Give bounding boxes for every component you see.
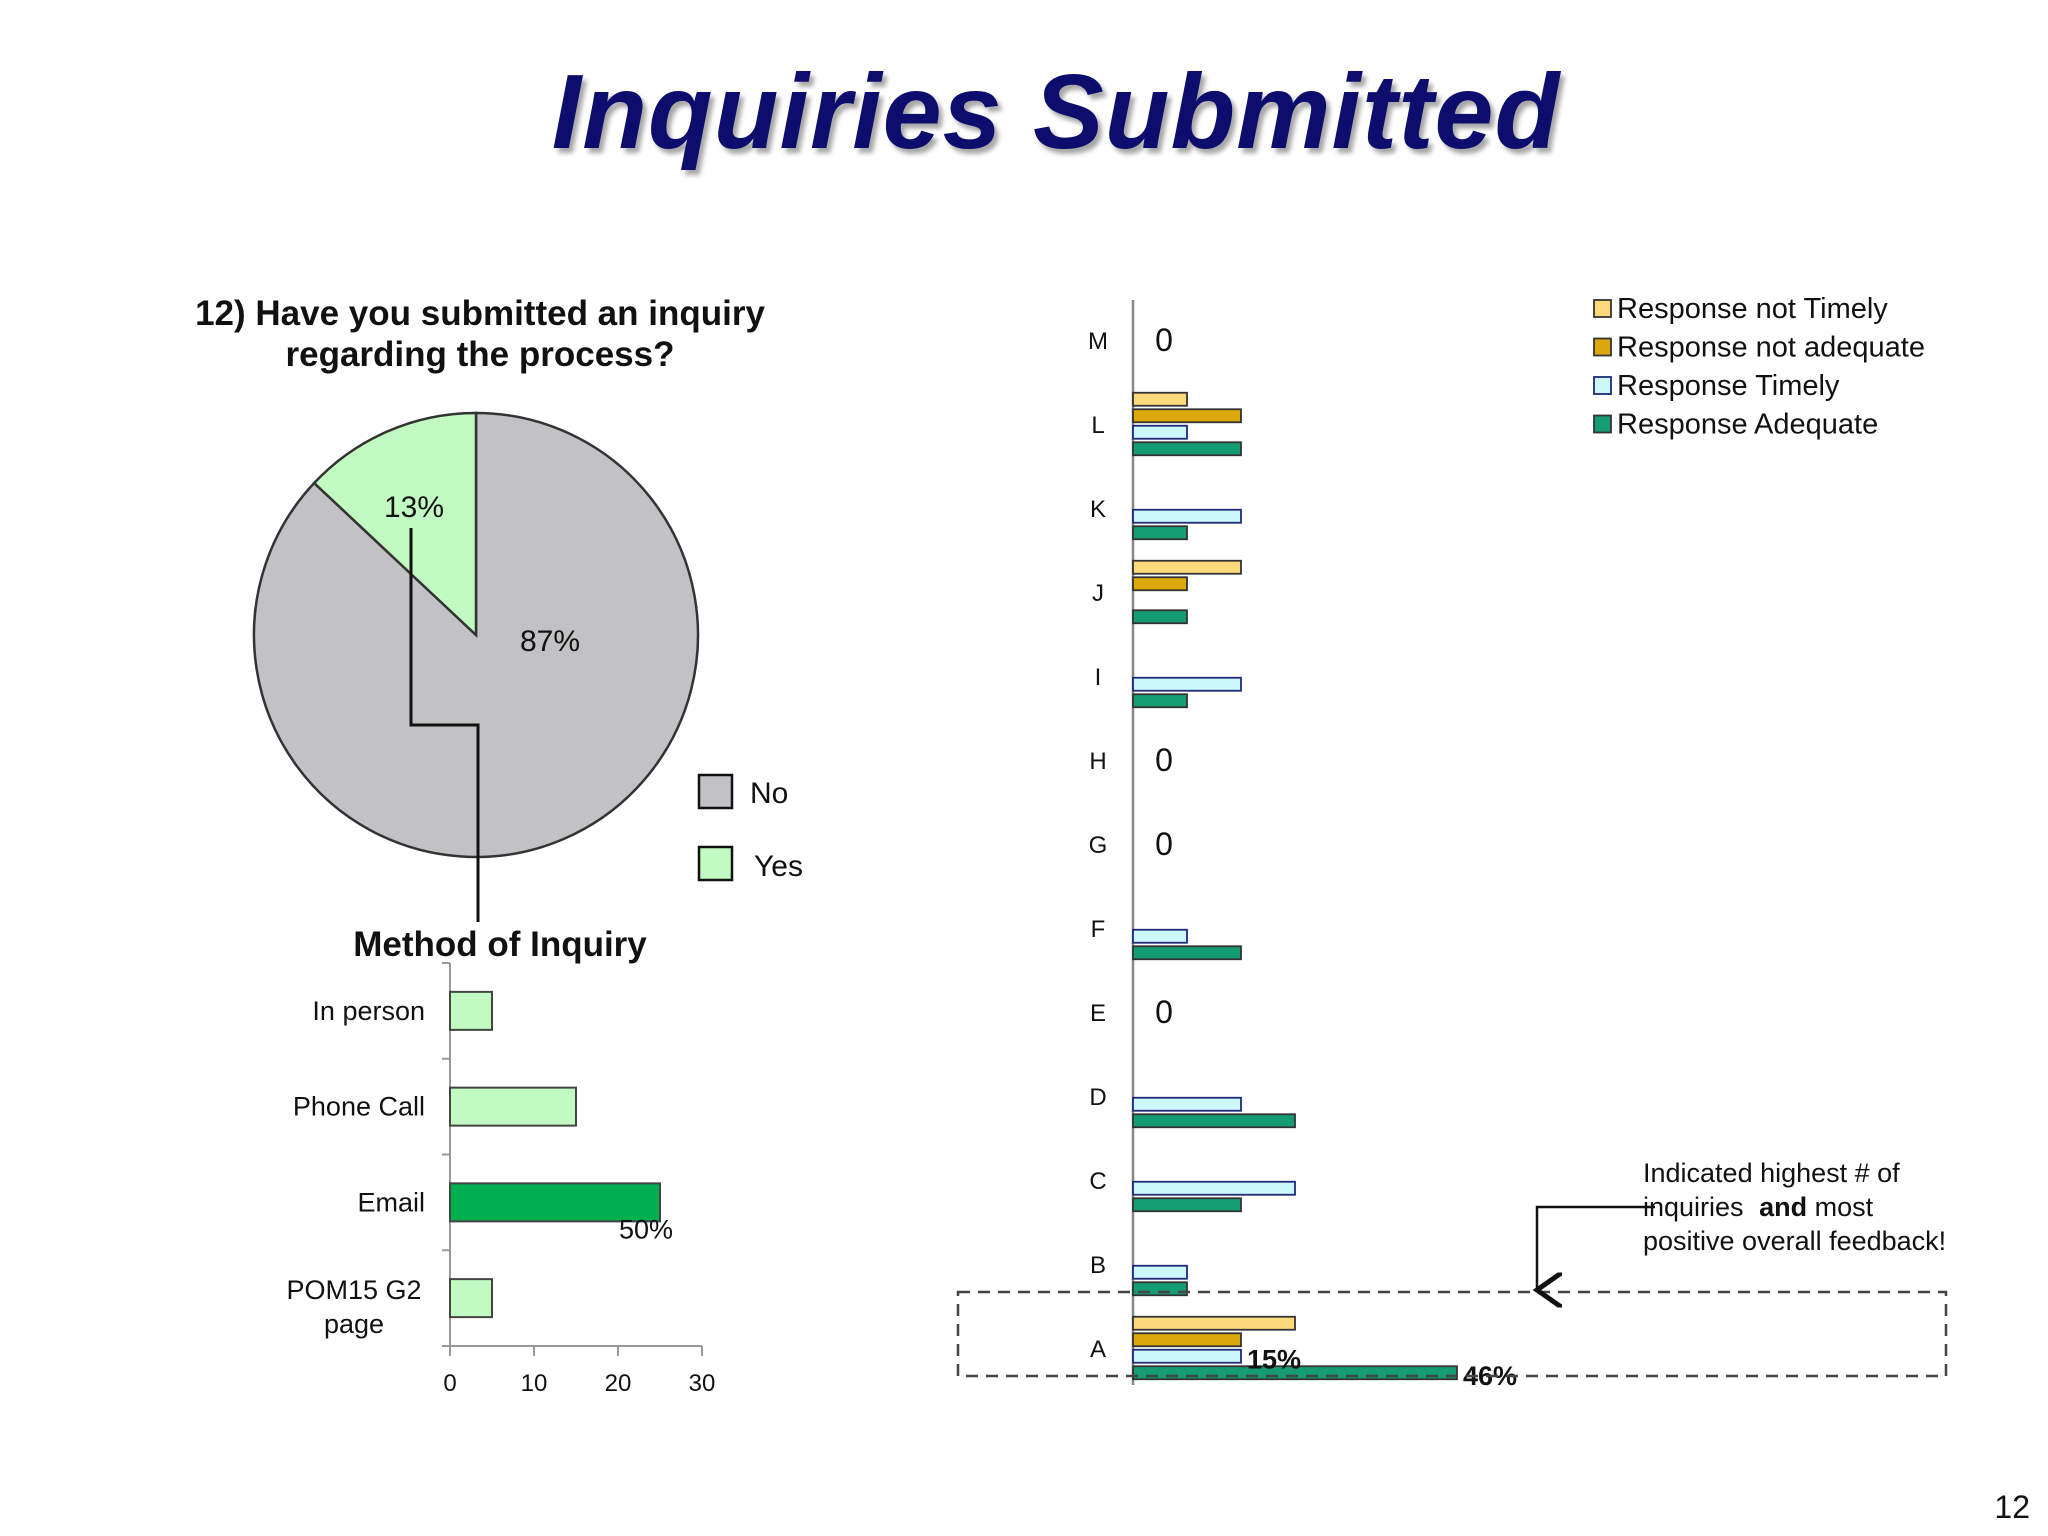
grouped-legend-label-response-timely: Response Timely: [1617, 370, 1840, 402]
annotation-line-3: positive overall feedback!: [1643, 1226, 1946, 1256]
grouped-bar-c-response-adequate: [1132, 1197, 1242, 1213]
legend-label-yes: Yes: [754, 850, 803, 883]
grouped-bar-l-response-not-timely: [1132, 391, 1188, 407]
grouped-zero-label-h: 0: [1155, 742, 1173, 778]
grouped-category-label-k: K: [1090, 496, 1106, 523]
grouped-bar-l-response-not-adequate: [1132, 408, 1242, 424]
method-category-label: POM15 G2 page: [286, 1275, 421, 1339]
grouped-zero-label-g: 0: [1155, 826, 1173, 862]
grouped-category-label-j: J: [1092, 580, 1104, 607]
grouped-category-label-f: F: [1091, 916, 1106, 943]
method-category-label: Phone Call: [293, 1092, 425, 1122]
grouped-bar-b-response-adequate: [1132, 1281, 1188, 1297]
grouped-category-label-a: A: [1090, 1336, 1106, 1363]
grouped-category-label-c: C: [1089, 1168, 1106, 1195]
method-category-label: Email: [357, 1187, 425, 1217]
highlight-box-a: [956, 1290, 1948, 1378]
method-bar-data-label: 50%: [619, 1214, 673, 1244]
grouped-bar-a-response-timely: [1132, 1348, 1242, 1364]
grouped-legend-label-response-not-timely: Response not Timely: [1617, 293, 1888, 325]
annotation-arrow: [1537, 1205, 1655, 1290]
method-x-tick-label: 0: [443, 1370, 456, 1397]
method-x-tick-label: 20: [605, 1370, 632, 1397]
grouped-legend-label-response-not-adequate: Response not adequate: [1617, 332, 1925, 364]
grouped-bar-a-response-not-adequate: [1132, 1332, 1242, 1348]
pie-slice-yes: [312, 411, 478, 638]
grouped-bar-k-response-adequate: [1132, 525, 1188, 541]
grouped-zero-label-m: 0: [1155, 322, 1173, 358]
page-number: 12: [1994, 1489, 2030, 1525]
grouped-bar-k-response-timely: [1132, 508, 1242, 524]
grouped-legend-swatch-response-not-timely: [1593, 299, 1612, 318]
grouped-bar-f-response-timely: [1132, 928, 1188, 944]
grouped-legend-swatch-response-timely: [1593, 376, 1612, 395]
grouped-category-label-d: D: [1089, 1084, 1106, 1111]
grouped-category-label-g: G: [1089, 832, 1108, 859]
pie-connector-line: [409, 528, 480, 922]
grouped-bar-j-response-adequate: [1132, 609, 1188, 625]
grouped-category-label-m: M: [1088, 328, 1108, 355]
method-bar-email: [449, 1182, 661, 1223]
method-bar-phone-call: [449, 1086, 577, 1127]
grouped-bar-d-response-timely: [1132, 1096, 1242, 1112]
legend-label-no: No: [750, 777, 788, 810]
grouped-bar-j-response-not-timely: [1132, 559, 1242, 575]
grouped-bar-j-response-not-adequate: [1132, 576, 1188, 592]
grouped-category-label-h: H: [1089, 748, 1106, 775]
grouped-bar-f-response-adequate: [1132, 945, 1242, 961]
grouped-legend-swatch-response-adequate: [1593, 414, 1612, 434]
grouped-category-label-b: B: [1090, 1252, 1106, 1279]
method-x-tick-label: 30: [689, 1370, 716, 1397]
grouped-bar-a-response-not-timely: [1132, 1315, 1296, 1331]
method-category-label: In person: [312, 996, 425, 1026]
annotation-line-2: inquiries and most: [1643, 1192, 1874, 1222]
slide-title: Inquiries Submitted: [551, 53, 1561, 171]
grouped-category-label-l: L: [1091, 412, 1104, 439]
grouped-category-label-i: I: [1095, 664, 1102, 691]
pie-label-yes: 13%: [384, 491, 444, 524]
grouped-bar-c-response-timely: [1132, 1180, 1296, 1196]
method-bar-pom15-g2-page: [449, 1278, 493, 1319]
method-x-tick-label: 10: [521, 1370, 548, 1397]
method-chart-title: Method of Inquiry: [353, 925, 647, 964]
grouped-bar-d-response-adequate: [1132, 1113, 1296, 1129]
grouped-bar-i-response-adequate: [1132, 693, 1188, 709]
method-bar-in-person: [449, 990, 493, 1031]
annotation-line-1: Indicated highest # of: [1643, 1158, 1900, 1188]
legend-swatch-no: [697, 773, 734, 810]
grouped-bar-l-response-adequate: [1132, 441, 1242, 457]
pie-chart-title: 12) Have you submitted an inquiry regard…: [195, 294, 765, 374]
pie-label-no: 87%: [520, 625, 580, 658]
grouped-bar-b-response-timely: [1132, 1264, 1188, 1280]
grouped-data-label-response-timely: 15%: [1247, 1344, 1301, 1374]
grouped-legend-label-response-adequate: Response Adequate: [1617, 409, 1878, 441]
grouped-category-label-e: E: [1090, 1000, 1106, 1027]
grouped-zero-label-e: 0: [1155, 994, 1173, 1030]
grouped-bar-i-response-timely: [1132, 676, 1242, 692]
grouped-bar-l-response-timely: [1132, 424, 1188, 440]
grouped-legend-swatch-response-not-adequate: [1593, 337, 1612, 357]
legend-swatch-yes: [697, 845, 734, 882]
